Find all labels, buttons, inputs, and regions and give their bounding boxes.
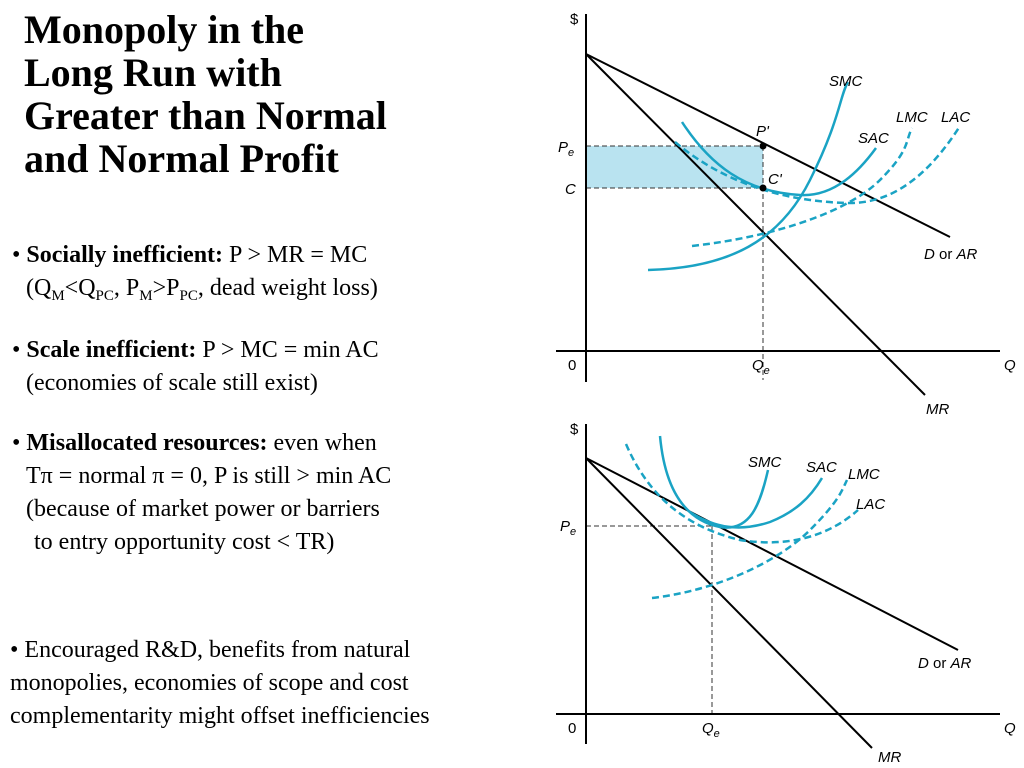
lac-curve: [624, 443, 859, 544]
bullet-line: • Misallocated resources: even when: [12, 430, 377, 456]
bullet-text: P > MC = min AC: [196, 337, 379, 363]
bullet-text: <Q: [64, 275, 96, 301]
demand-curve: [585, 457, 959, 651]
title-line: Greater than Normal: [24, 93, 387, 138]
demand-label: D or AR: [918, 655, 972, 672]
bullet-line: • Socially inefficient: P > MR = MC: [12, 242, 368, 268]
graph-top: $ Q 0 Pe C Qe P' C' SMC SAC LMC LAC D or…: [556, 11, 1016, 418]
smc-label: SMC: [829, 73, 863, 90]
bullet-socially-inefficient: • Socially inefficient: P > MR = MC (QM<…: [12, 239, 378, 305]
mr-curve: [585, 53, 926, 396]
mr-curve: [585, 457, 873, 749]
bullet-text: , P: [113, 275, 140, 301]
sac-curve: [680, 121, 878, 197]
bullet-line: (because of market power or barriers: [26, 496, 380, 522]
origin-label: 0: [568, 720, 576, 737]
subscript: M: [51, 288, 65, 304]
subscript: PC: [95, 288, 114, 304]
smc-curve: [647, 81, 850, 272]
subscript: M: [139, 288, 153, 304]
bullet-heading: Scale inefficient:: [26, 337, 197, 363]
y-axis-label: $: [570, 421, 579, 438]
pe-label: Pe: [558, 139, 574, 159]
bullet-offsetting-benefits: • Encouraged R&D, benefits from natural …: [10, 634, 430, 733]
origin-label: 0: [568, 357, 576, 374]
bullet-line: Tπ = normal π = 0, P is still > min AC: [26, 463, 392, 489]
p-prime-label: P': [756, 123, 770, 140]
profit-area: [586, 146, 763, 188]
c-label: C: [565, 181, 576, 198]
point-c-prime: [759, 184, 767, 192]
x-axis-label: Q: [1004, 357, 1016, 374]
bullet-heading: Misallocated resources:: [26, 430, 268, 456]
lac-label: LAC: [941, 109, 970, 126]
graph-bottom: $ Q 0 Pe Qe SMC SAC LMC LAC D or AR MR: [556, 421, 1016, 766]
bullet-text: >P: [152, 275, 180, 301]
bullet-line: monopolies, economies of scope and cost: [10, 670, 409, 696]
bullet-text: even when: [267, 430, 377, 456]
bullet-line: complementarity might offset inefficienc…: [10, 703, 430, 729]
qe-label: Qe: [702, 720, 720, 740]
point-p-prime: [759, 142, 767, 150]
bullet-line: • Encouraged R&D, benefits from natural: [10, 637, 411, 663]
bullet-line: (QM<QPC, PM>PPC, dead weight loss): [12, 272, 378, 305]
title-line: Monopoly in the: [24, 7, 305, 52]
bullet-heading: Socially inefficient:: [26, 242, 224, 268]
bullet-text: , dead weight loss): [197, 275, 378, 301]
x-axis-label: Q: [1004, 720, 1016, 737]
bullet-text: P > MR = MC: [223, 242, 368, 268]
lac-curve: [674, 125, 962, 205]
slide-title: Monopoly in the Long Run with Greater th…: [24, 8, 494, 180]
bullet-line: (economies of scale still exist): [26, 370, 318, 396]
bullet-misallocated-resources: • Misallocated resources: even when Tπ =…: [12, 427, 391, 559]
bullet-line: to entry opportunity cost < TR): [34, 529, 335, 555]
title-line: and Normal Profit: [24, 136, 339, 181]
bullet-text: (Q: [26, 275, 52, 301]
bullet-scale-inefficient: • Scale inefficient: P > MC = min AC (ec…: [12, 334, 379, 400]
sac-curve: [689, 477, 824, 529]
subscript: PC: [179, 288, 198, 304]
sac-label: SAC: [806, 459, 837, 476]
qe-label: Qe: [752, 357, 770, 377]
mr-label: MR: [878, 749, 901, 766]
demand-label: D or AR: [924, 246, 978, 263]
lmc-label: LMC: [848, 466, 880, 483]
y-axis-label: $: [570, 11, 579, 28]
smc-curve: [658, 435, 770, 529]
c-prime-label: C': [768, 171, 783, 188]
lmc-curve: [651, 479, 849, 600]
demand-curve: [585, 53, 951, 238]
lmc-label: LMC: [896, 109, 928, 126]
title-line: Long Run with: [24, 50, 282, 95]
lmc-curve: [691, 127, 914, 248]
pe-label: Pe: [560, 518, 576, 538]
lac-label: LAC: [856, 496, 885, 513]
smc-label: SMC: [748, 454, 782, 471]
sac-label: SAC: [858, 130, 889, 147]
bullet-line: • Scale inefficient: P > MC = min AC: [12, 337, 379, 363]
mr-label: MR: [926, 401, 949, 418]
